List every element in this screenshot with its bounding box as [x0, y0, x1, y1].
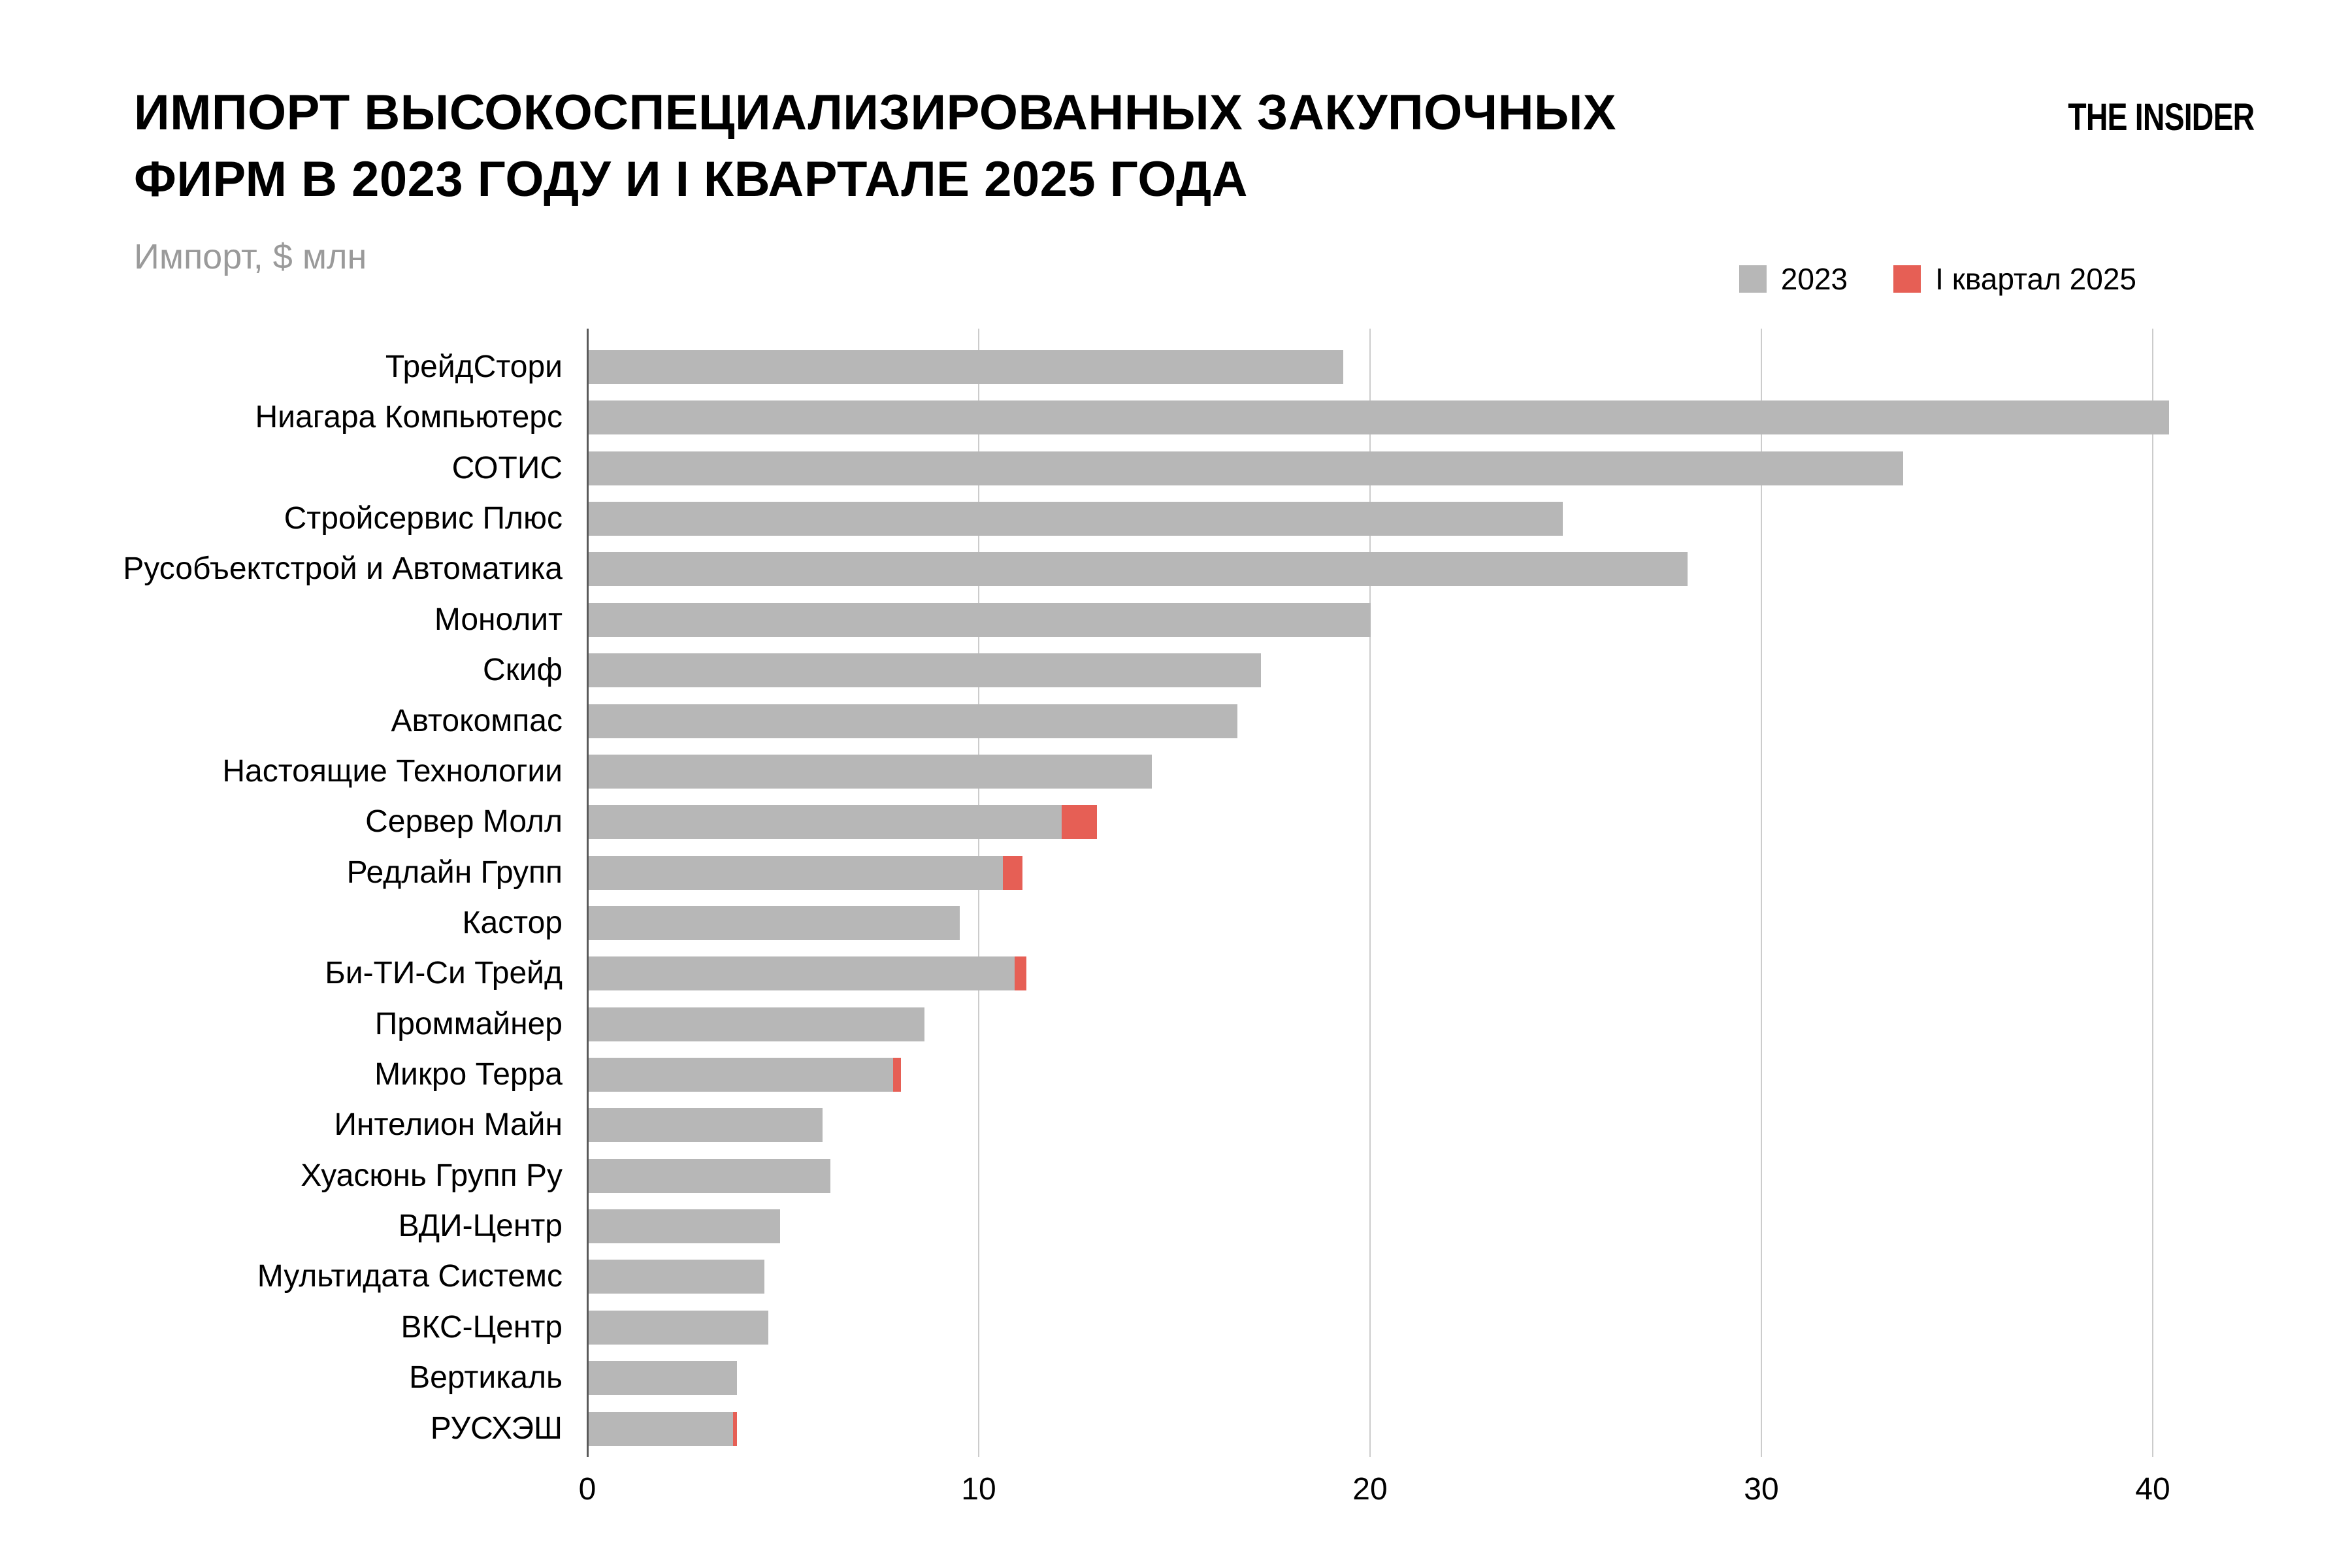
- category-label: Редлайн Групп: [346, 855, 563, 890]
- bar-2023: [588, 350, 1344, 384]
- category-label: РУСХЭШ: [430, 1411, 563, 1446]
- category-label: ВДИ-Центр: [398, 1209, 563, 1244]
- category-label: Би-ТИ-Си Трейд: [325, 956, 563, 991]
- gridline-20: [1369, 329, 1371, 1457]
- x-tick-0: 0: [578, 1472, 596, 1507]
- bar-2023: [588, 552, 1688, 587]
- category-label: Микро Терра: [374, 1057, 563, 1092]
- legend-item-2023: 2023: [1739, 261, 1848, 297]
- bar-2023: [588, 1361, 737, 1396]
- gridline-30: [1761, 329, 1762, 1457]
- bar-2023: [588, 1260, 764, 1294]
- category-label: Монолит: [434, 602, 563, 637]
- bar-2023: [588, 1209, 780, 1244]
- category-label: Скиф: [483, 653, 563, 688]
- bar-2023: [588, 451, 1903, 485]
- bar-2023: [588, 704, 1238, 738]
- page-title-line-1: ИМПОРТ ВЫСОКОСПЕЦИАЛИЗИРОВАННЫХ ЗАКУПОЧН…: [134, 85, 1617, 140]
- bar-q1-2025: [1061, 805, 1097, 840]
- bar-q1-2025: [1014, 956, 1026, 991]
- legend-swatch-q1-2025: [1893, 265, 1921, 293]
- category-label: Ниагара Компьютерс: [255, 400, 563, 435]
- bar-2023: [588, 1007, 925, 1041]
- bar-2023: [588, 754, 1152, 789]
- bar-2023: [588, 906, 960, 940]
- bar-2023: [588, 855, 1003, 890]
- bar-2023: [588, 1058, 894, 1092]
- x-tick-40: 40: [2135, 1472, 2170, 1507]
- gridline-40: [2152, 329, 2153, 1457]
- category-label: ВКС-Центр: [400, 1309, 563, 1345]
- category-label: Сервер Молл: [365, 804, 563, 840]
- bar-2023: [588, 602, 1371, 637]
- category-label: Мультидата Системс: [257, 1259, 563, 1294]
- x-tick-20: 20: [1352, 1472, 1388, 1507]
- category-label: Автокомпас: [391, 703, 563, 738]
- category-label: Интелион Майн: [334, 1107, 563, 1143]
- category-label: СОТИС: [451, 450, 563, 485]
- bar-q1-2025: [893, 1058, 902, 1092]
- legend-swatch-2023: [1739, 265, 1767, 293]
- legend: 2023 I квартал 2025: [1739, 261, 2136, 297]
- category-label: Настоящие Технологии: [222, 753, 563, 789]
- x-tick-30: 30: [1744, 1472, 1779, 1507]
- category-label: Вертикаль: [409, 1360, 563, 1396]
- gridline-10: [978, 329, 979, 1457]
- y-axis-line: [587, 329, 589, 1457]
- category-label: Кастор: [462, 905, 563, 940]
- category-label: Стройсервис Плюс: [284, 501, 563, 536]
- bar-2023: [588, 400, 2169, 435]
- category-label: ТрейдСтори: [385, 350, 563, 384]
- category-label: Хуасюнь Групп Ру: [301, 1158, 563, 1193]
- bar-2023: [588, 805, 1062, 840]
- bar-q1-2025: [732, 1411, 737, 1446]
- bar-2023: [588, 1411, 733, 1446]
- legend-item-q1-2025: I квартал 2025: [1893, 261, 2136, 297]
- legend-label-q1-2025: I квартал 2025: [1935, 262, 2136, 296]
- bar-2023: [588, 502, 1563, 536]
- category-label: Проммайнер: [374, 1006, 563, 1041]
- legend-label-2023: 2023: [1780, 262, 1848, 296]
- category-label: Русобъектстрой и Автоматика: [123, 551, 563, 587]
- chart-units-subtitle: Импорт, $ млн: [134, 237, 367, 276]
- bar-2023: [588, 1158, 831, 1193]
- x-tick-10: 10: [961, 1472, 996, 1507]
- bar-2023: [588, 1108, 823, 1143]
- bar-q1-2025: [1002, 855, 1022, 890]
- page-title: ИМПОРТ ВЫСОКОСПЕЦИАЛИЗИРОВАННЫХ ЗАКУПОЧН…: [134, 80, 1833, 213]
- bar-2023: [588, 653, 1262, 688]
- page-title-line-2: ФИРМ В 2023 ГОДУ И I КВАРТАЛЕ 2025 ГОДА: [134, 152, 1248, 207]
- bar-2023: [588, 956, 1015, 991]
- the-insider-logo: THE INSIDER: [2067, 96, 2255, 139]
- bar-2023: [588, 1310, 768, 1345]
